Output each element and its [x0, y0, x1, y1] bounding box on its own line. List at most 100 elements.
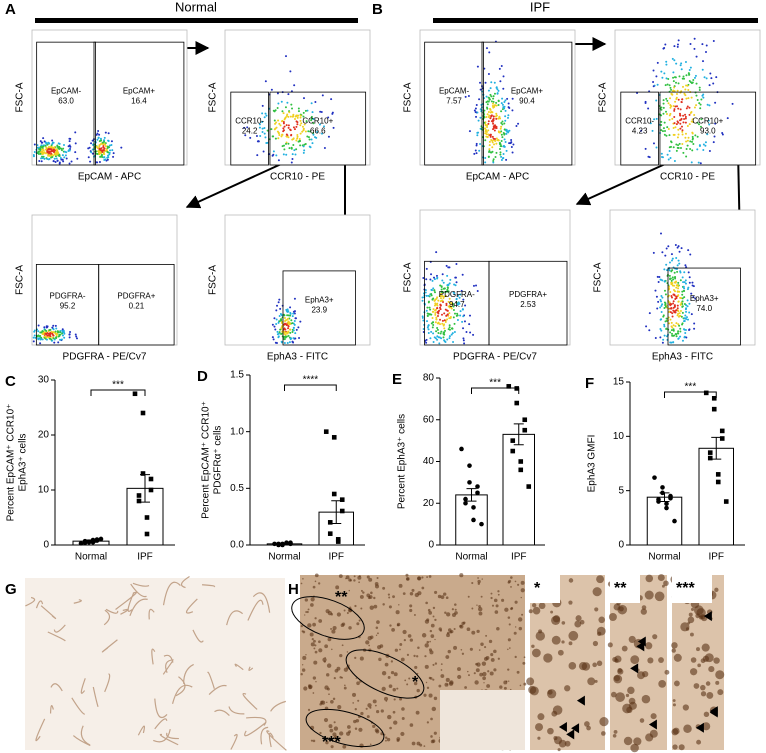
tissue-strand [162, 660, 174, 675]
cell-dot [287, 334, 290, 337]
y-tick-label: 80 [423, 373, 435, 384]
cell-dot [110, 144, 113, 147]
cell-dot [675, 280, 678, 283]
cell-dot [436, 322, 439, 325]
cell-dot [680, 68, 683, 71]
cell-dot [475, 284, 478, 287]
x-axis-label: EpCAM - APC [78, 172, 141, 183]
stain-speck [421, 633, 427, 638]
cell-dot [677, 146, 680, 149]
cell-dot [476, 131, 479, 134]
cell-dot [107, 154, 110, 157]
cell-dot [494, 104, 497, 107]
cell-dot [502, 87, 505, 90]
stain-speck [398, 604, 400, 606]
cell-dot [274, 122, 277, 125]
cell-dot [282, 127, 285, 130]
stain-speck [537, 713, 545, 721]
cell-dot [488, 148, 491, 151]
stain-speck [466, 627, 471, 632]
stain-speck [375, 634, 378, 636]
stain-speck [314, 650, 318, 654]
cell-dot [673, 271, 676, 274]
cell-dot [679, 296, 682, 299]
cell-dot [99, 147, 102, 150]
cell-dot [427, 328, 430, 331]
data-point [522, 427, 528, 433]
cell-dot [663, 325, 666, 328]
cell-dot [276, 106, 279, 109]
cell-dot [68, 336, 71, 339]
cell-dot [495, 151, 498, 154]
cell-dot [292, 312, 295, 315]
cell-dot [421, 296, 424, 299]
cell-dot [688, 69, 691, 72]
cell-dot [691, 281, 694, 284]
plot-frame [31, 29, 188, 166]
cell-dot [61, 154, 64, 157]
cell-dot [676, 105, 679, 108]
cell-dot [685, 107, 688, 110]
cell-dot [511, 151, 514, 154]
stain-speck [313, 660, 318, 665]
cell-dot [685, 155, 688, 158]
stain-speck [300, 624, 303, 628]
data-point [471, 505, 476, 510]
cell-dot [694, 74, 697, 77]
cell-dot [279, 307, 282, 310]
stain-speck [320, 700, 324, 705]
cell-dot [689, 66, 692, 69]
cell-dot [682, 151, 685, 154]
cell-dot [277, 119, 280, 122]
significance-bracket [90, 389, 146, 396]
cell-dot [655, 75, 658, 78]
stain-speck [673, 653, 682, 662]
cell-dot [96, 161, 99, 164]
cell-dot [664, 293, 667, 296]
cell-dot [463, 342, 466, 345]
gate-name: EpCAM- [51, 86, 82, 95]
cell-dot [53, 157, 56, 160]
data-point [82, 538, 88, 544]
cell-dot [500, 140, 503, 143]
x-tick-label: IPF [137, 552, 153, 563]
cell-dot [428, 313, 431, 316]
y-tick-label: 15 [613, 377, 625, 388]
cell-dot [438, 309, 441, 312]
stain-speck [507, 638, 511, 642]
cell-dot [112, 152, 115, 155]
stain-speck [390, 660, 394, 663]
stain-speck [376, 576, 379, 580]
stain-speck [332, 732, 337, 737]
cell-dot [458, 296, 461, 299]
stain-speck [497, 657, 500, 660]
cell-dot [682, 75, 685, 78]
stain-speck [526, 677, 535, 686]
cell-dot [70, 160, 73, 163]
cell-dot [681, 142, 684, 145]
data-point [327, 531, 333, 536]
cell-dot [290, 133, 293, 136]
cell-dot [283, 118, 286, 121]
stain-speck [373, 604, 378, 609]
tissue-strand [120, 608, 129, 615]
cell-dot [663, 72, 666, 75]
cell-dot [697, 123, 700, 126]
data-point [323, 429, 329, 434]
stain-speck [373, 596, 376, 600]
y-axis-label: FSC-A [208, 82, 219, 112]
cell-dot [40, 160, 43, 163]
tissue-strand [208, 684, 227, 696]
stain-speck [449, 630, 453, 634]
stain-speck [493, 598, 498, 603]
cell-dot [684, 113, 687, 116]
x-axis-label: PDGFRA - PE/Cv7 [453, 352, 537, 363]
cell-dot [506, 97, 509, 100]
stain-speck [476, 629, 480, 634]
cell-dot [279, 318, 282, 321]
cell-dot [660, 152, 663, 155]
stain-speck [392, 687, 397, 692]
stain-speck [510, 576, 513, 579]
stain-speck [531, 644, 535, 649]
stain-speck [623, 736, 633, 746]
